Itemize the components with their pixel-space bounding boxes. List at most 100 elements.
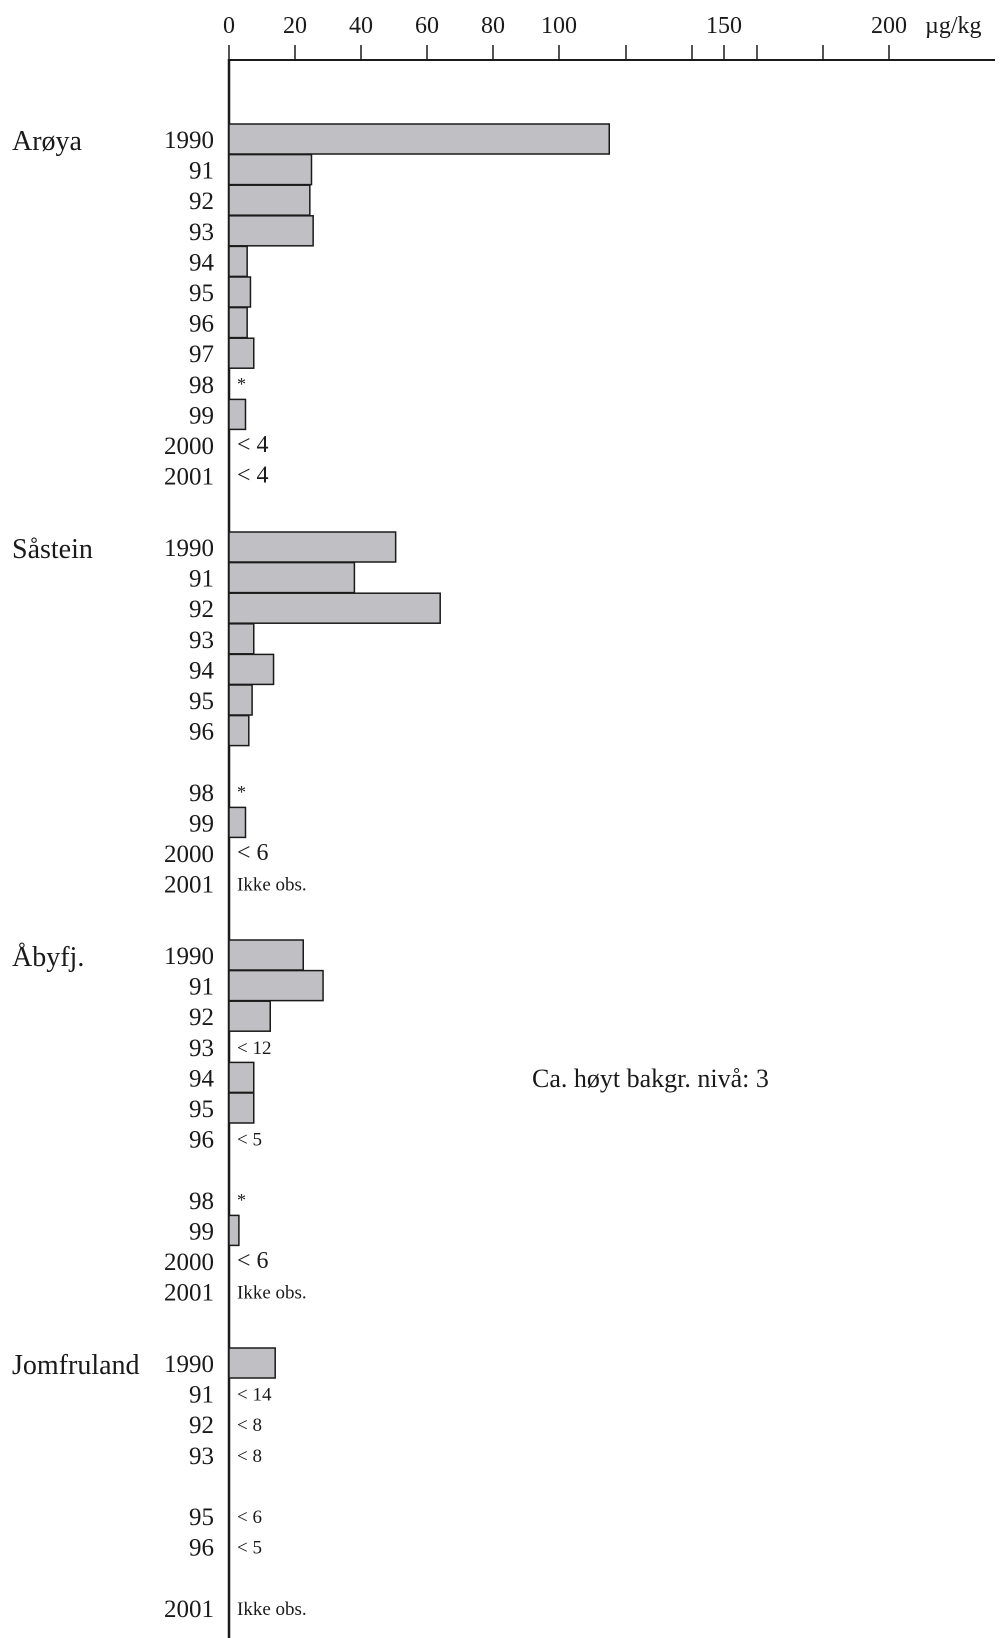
bar bbox=[228, 398, 247, 431]
year-label: 94 bbox=[189, 249, 215, 276]
bar bbox=[228, 714, 250, 747]
value-note: < 5 bbox=[237, 1538, 262, 1559]
value-note: < 14 bbox=[237, 1385, 272, 1406]
year-label: 96 bbox=[189, 311, 214, 338]
year-label: 95 bbox=[189, 280, 214, 307]
bar bbox=[228, 245, 248, 278]
x-tick-label: 200 bbox=[871, 13, 907, 39]
station-name: Åbyfj. bbox=[12, 942, 84, 973]
bar bbox=[228, 1214, 240, 1247]
year-label: 93 bbox=[189, 1035, 214, 1062]
value-note: < 8 bbox=[237, 1415, 262, 1436]
year-label: 2001 bbox=[164, 1280, 214, 1307]
bar bbox=[228, 561, 356, 594]
bar bbox=[228, 806, 247, 839]
data-rows: Arøya 1990 91 92 93 94 95 96 97 98 * 99 2000 < 4 2001 <… bbox=[12, 123, 610, 1623]
year-label: 94 bbox=[189, 657, 215, 684]
station-group: Åbyfj. 1990 91 92 93 < 12 94 95 96 < 5 98 * 99 2000 < … bbox=[12, 939, 324, 1307]
bar bbox=[228, 1092, 255, 1124]
value-note: < 8 bbox=[237, 1446, 262, 1467]
x-tick-label: 60 bbox=[415, 13, 439, 39]
bar bbox=[228, 184, 311, 216]
year-label: 97 bbox=[189, 341, 214, 368]
x-tick-label: 40 bbox=[349, 13, 373, 39]
year-label: 96 bbox=[189, 719, 214, 746]
value-note: * bbox=[237, 782, 246, 802]
year-label: 93 bbox=[189, 627, 214, 654]
value-note: Ikke obs. bbox=[237, 1283, 307, 1304]
year-label: 91 bbox=[189, 158, 214, 185]
year-label: 2000 bbox=[164, 433, 214, 460]
year-label: 99 bbox=[189, 1218, 214, 1245]
value-note: < 6 bbox=[237, 1507, 262, 1528]
value-note: < 12 bbox=[237, 1038, 271, 1059]
bar bbox=[228, 1347, 276, 1379]
bar bbox=[228, 123, 610, 155]
year-label: 94 bbox=[189, 1065, 215, 1092]
station-group: Arøya 1990 91 92 93 94 95 96 97 98 * 99 2000 < 4 2001 <… bbox=[12, 123, 610, 491]
value-note: < 5 bbox=[237, 1130, 262, 1151]
bar bbox=[228, 623, 255, 655]
x-tick-label: 20 bbox=[283, 13, 307, 39]
year-label: 1990 bbox=[164, 1351, 214, 1378]
bar bbox=[228, 337, 255, 369]
station-group: Jomfruland 1990 91 < 14 92 < 8 93 < 8 95 < 6 96 < 5… bbox=[12, 1347, 307, 1623]
year-label: 99 bbox=[189, 402, 214, 429]
year-label: 1990 bbox=[164, 943, 214, 970]
year-label: 92 bbox=[189, 596, 214, 623]
x-tick-label: 150 bbox=[706, 13, 742, 39]
x-tick-label: 0 bbox=[223, 13, 235, 39]
bar bbox=[228, 215, 314, 247]
year-label: 1990 bbox=[164, 535, 214, 562]
background-level-annotation: Ca. høyt bakgr. nivå: 3 bbox=[532, 1064, 769, 1093]
bar bbox=[228, 969, 324, 1002]
year-label: 95 bbox=[189, 1504, 214, 1531]
year-label: 95 bbox=[189, 688, 214, 715]
station-name: Jomfruland bbox=[12, 1350, 140, 1381]
bar bbox=[228, 1000, 271, 1032]
year-label: 96 bbox=[189, 1127, 214, 1154]
bar bbox=[228, 306, 248, 339]
year-label: 91 bbox=[189, 566, 214, 593]
bar bbox=[228, 939, 304, 971]
value-note: * bbox=[237, 1190, 246, 1210]
year-label: 2000 bbox=[164, 841, 214, 868]
value-note: < 6 bbox=[237, 1248, 269, 1274]
bar bbox=[228, 276, 252, 308]
year-label: 91 bbox=[189, 1382, 214, 1409]
x-tick-label: 80 bbox=[481, 13, 505, 39]
value-note: < 4 bbox=[237, 463, 269, 489]
value-note: Ikke obs. bbox=[237, 1599, 307, 1620]
x-axis-unit-label: µg/kg bbox=[925, 13, 982, 39]
station-name: Såstein bbox=[12, 534, 93, 565]
value-note: < 6 bbox=[237, 840, 269, 866]
x-axis-ticks: 0 20 40 60 80 100 150 200 bbox=[223, 13, 907, 60]
value-note: < 4 bbox=[237, 432, 269, 458]
bar bbox=[228, 153, 313, 186]
year-label: 2000 bbox=[164, 1249, 214, 1276]
bar bbox=[228, 653, 275, 686]
year-label: 92 bbox=[189, 1412, 214, 1439]
year-label: 93 bbox=[189, 1443, 214, 1470]
axes bbox=[227, 59, 995, 1638]
year-label: 98 bbox=[189, 780, 214, 807]
x-tick-label: 100 bbox=[541, 13, 577, 39]
bar bbox=[228, 531, 397, 563]
year-label: 99 bbox=[189, 810, 214, 837]
year-label: 2001 bbox=[164, 464, 214, 491]
year-label: 2001 bbox=[164, 1596, 214, 1623]
year-label: 92 bbox=[189, 1004, 214, 1031]
year-label: 2001 bbox=[164, 872, 214, 899]
year-label: 95 bbox=[189, 1096, 214, 1123]
value-note: Ikke obs. bbox=[237, 875, 307, 896]
year-label: 92 bbox=[189, 188, 214, 215]
bar bbox=[228, 1061, 255, 1094]
value-note: * bbox=[237, 374, 246, 394]
bar bbox=[228, 592, 441, 624]
year-label: 1990 bbox=[164, 127, 214, 154]
year-label: 93 bbox=[189, 219, 214, 246]
year-label: 91 bbox=[189, 974, 214, 1001]
station-group: Såstein 1990 91 92 93 94 95 96 98 * 99 2000 < 6 2001 I… bbox=[12, 531, 441, 899]
station-name: Arøya bbox=[12, 126, 83, 157]
